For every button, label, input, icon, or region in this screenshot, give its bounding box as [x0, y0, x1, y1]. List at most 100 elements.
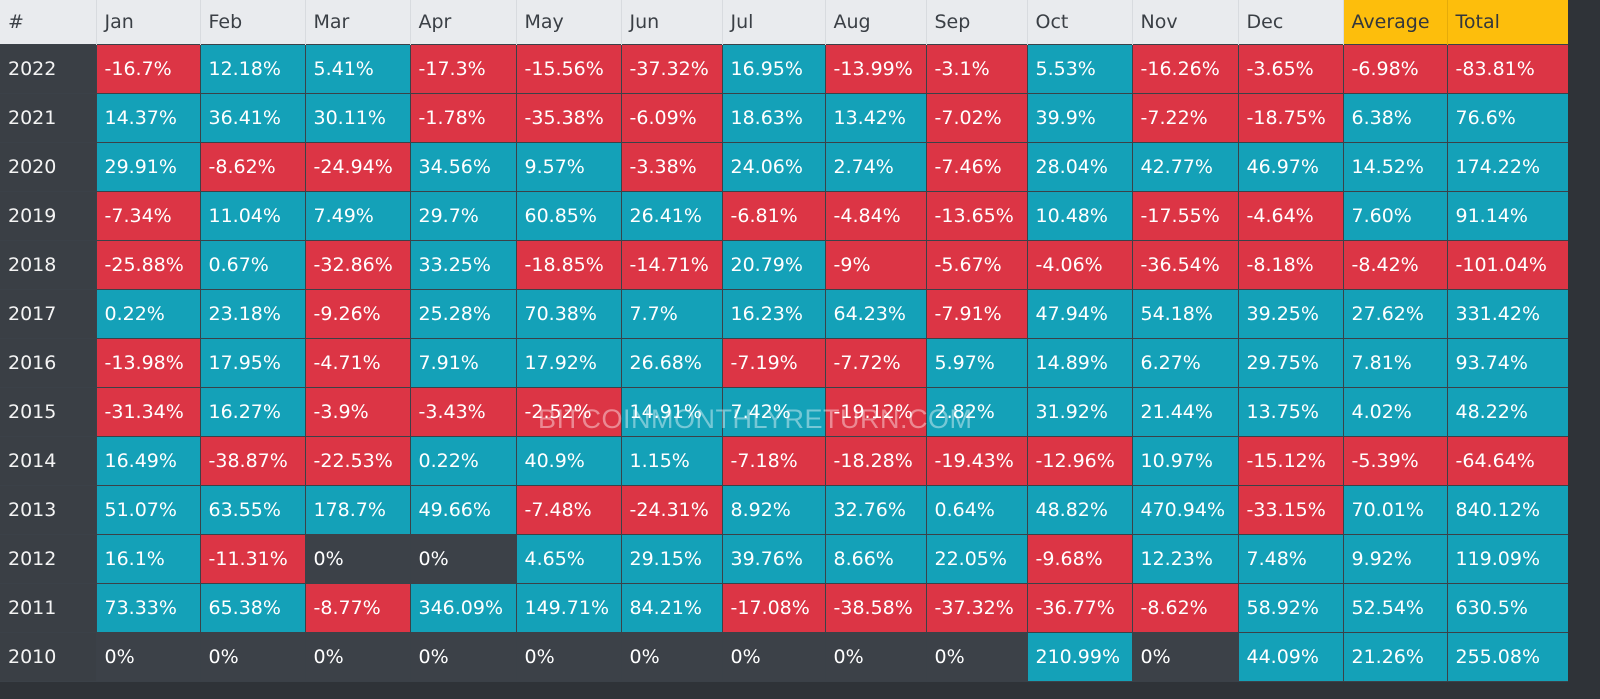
column-header-jan[interactable]: Jan [96, 0, 201, 44]
return-cell: 51.07% [95, 484, 201, 535]
return-cell: -7.02% [925, 92, 1028, 143]
return-cell: 16.95% [721, 43, 826, 94]
year-cell: 2015 [0, 386, 97, 437]
return-cell: -3.43% [409, 386, 517, 437]
return-cell: 21.44% [1131, 386, 1239, 437]
column-header-oct[interactable]: Oct [1027, 0, 1133, 44]
return-cell: 17.95% [199, 337, 306, 388]
return-cell: -1.78% [409, 92, 517, 143]
column-header-jun[interactable]: Jun [621, 0, 723, 44]
year-cell: 2017 [0, 288, 97, 339]
return-cell: 32.76% [824, 484, 927, 535]
return-cell: 46.97% [1237, 141, 1344, 192]
return-cell: 76.6% [1446, 92, 1569, 143]
return-cell: 54.18% [1131, 288, 1239, 339]
return-cell: -37.32% [925, 582, 1028, 633]
return-cell: 26.68% [620, 337, 723, 388]
column-header-nov[interactable]: Nov [1132, 0, 1239, 44]
return-cell: -38.58% [824, 582, 927, 633]
return-cell: -8.62% [199, 141, 306, 192]
return-cell: -8.18% [1237, 239, 1344, 290]
return-cell: 20.79% [721, 239, 826, 290]
year-cell: 2013 [0, 484, 97, 535]
return-cell: -3.38% [620, 141, 723, 192]
return-cell: 12.18% [199, 43, 306, 94]
return-cell: 36.41% [199, 92, 306, 143]
column-header-mar[interactable]: Mar [305, 0, 411, 44]
return-cell: -24.31% [620, 484, 723, 535]
return-cell: -4.06% [1026, 239, 1133, 290]
return-cell: 42.77% [1131, 141, 1239, 192]
return-cell: 7.60% [1342, 190, 1448, 241]
return-cell: 28.04% [1026, 141, 1133, 192]
return-cell: 0.22% [409, 435, 517, 486]
return-cell: 14.52% [1342, 141, 1448, 192]
column-header-apr[interactable]: Apr [410, 0, 517, 44]
return-cell: 2.74% [824, 141, 927, 192]
return-cell: -7.19% [721, 337, 826, 388]
return-cell: -17.55% [1131, 190, 1239, 241]
column-header-year[interactable]: # [0, 0, 97, 44]
return-cell: -13.65% [925, 190, 1028, 241]
return-cell: 0% [721, 631, 826, 682]
return-cell: 26.41% [620, 190, 723, 241]
table-row: 2016 -13.98% 17.95% -4.71% 7.91% 17.92% 26.68%… [0, 337, 1569, 388]
return-cell: -16.26% [1131, 43, 1239, 94]
return-cell: -31.34% [95, 386, 201, 437]
column-header-total[interactable]: Total [1447, 0, 1569, 44]
return-cell: 0.22% [95, 288, 201, 339]
return-cell: 178.7% [304, 484, 411, 535]
return-cell: 30.11% [304, 92, 411, 143]
return-cell: 17.92% [515, 337, 622, 388]
table-row: 2020 29.91% -8.62% -24.94% 34.56% 9.57% -3.38%… [0, 141, 1569, 192]
return-cell: 34.56% [409, 141, 517, 192]
return-cell: 0% [409, 631, 517, 682]
table-row: 2010 0% 0% 0% 0% 0% 0% 0% 0% 0% 210.99% 0% 44.09% 21.… [0, 631, 1569, 682]
column-header-aug[interactable]: Aug [825, 0, 927, 44]
return-cell: 14.91% [620, 386, 723, 437]
return-cell: -4.71% [304, 337, 411, 388]
return-cell: 0% [304, 631, 411, 682]
year-cell: 2016 [0, 337, 97, 388]
return-cell: 255.08% [1446, 631, 1569, 682]
return-cell: 9.92% [1342, 533, 1448, 584]
return-cell: -22.53% [304, 435, 411, 486]
table-row: 2022 -16.7% 12.18% 5.41% -17.3% -15.56% -37.32… [0, 43, 1569, 94]
table-row: 2014 16.49% -38.87% -22.53% 0.22% 40.9% 1.15% -… [0, 435, 1569, 486]
column-header-average[interactable]: Average [1343, 0, 1448, 44]
return-cell: -8.77% [304, 582, 411, 633]
column-header-jul[interactable]: Jul [722, 0, 826, 44]
return-cell: -38.87% [199, 435, 306, 486]
year-cell: 2011 [0, 582, 97, 633]
return-cell: 73.33% [95, 582, 201, 633]
table-row: 2019 -7.34% 11.04% 7.49% 29.7% 60.85% 26.41% -6… [0, 190, 1569, 241]
column-header-feb[interactable]: Feb [200, 0, 306, 44]
column-header-sep[interactable]: Sep [926, 0, 1028, 44]
return-cell: 0% [925, 631, 1028, 682]
column-header-dec[interactable]: Dec [1238, 0, 1344, 44]
return-cell: -35.38% [515, 92, 622, 143]
return-cell: -19.12% [824, 386, 927, 437]
return-cell: -7.48% [515, 484, 622, 535]
return-cell: 331.42% [1446, 288, 1569, 339]
return-cell: 16.27% [199, 386, 306, 437]
column-header-may[interactable]: May [516, 0, 622, 44]
return-cell: -17.3% [409, 43, 517, 94]
year-cell: 2019 [0, 190, 97, 241]
return-cell: -12.96% [1026, 435, 1133, 486]
table-body: 2022 -16.7% 12.18% 5.41% -17.3% -15.56% -37.32… [0, 43, 1569, 682]
return-cell: 48.22% [1446, 386, 1569, 437]
return-cell: -7.18% [721, 435, 826, 486]
return-cell: 346.09% [409, 582, 517, 633]
return-cell: 60.85% [515, 190, 622, 241]
return-cell: -13.99% [824, 43, 927, 94]
return-cell: -11.31% [199, 533, 306, 584]
table-row: 2011 73.33% 65.38% -8.77% 346.09% 149.71% 84.2… [0, 582, 1569, 633]
table-row: 2021 14.37% 36.41% 30.11% -1.78% -35.38% -6.09… [0, 92, 1569, 143]
return-cell: 48.82% [1026, 484, 1133, 535]
header-row: # Jan Feb Mar Apr May Jun Jul Aug Sep Oct Nov Dec Ave… [0, 0, 1569, 44]
return-cell: -36.54% [1131, 239, 1239, 290]
return-cell: -8.62% [1131, 582, 1239, 633]
return-cell: 29.75% [1237, 337, 1344, 388]
